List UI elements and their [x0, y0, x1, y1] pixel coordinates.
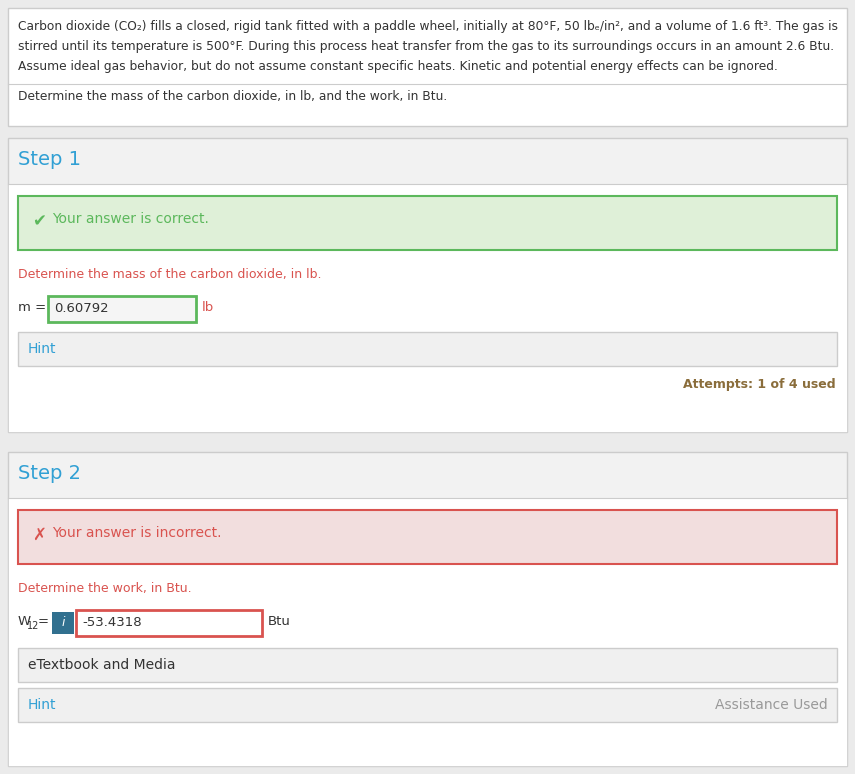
- Bar: [8, 138, 847, 432]
- Text: Btu: Btu: [268, 615, 291, 628]
- Text: Step 1: Step 1: [18, 150, 81, 169]
- Text: eTextbook and Media: eTextbook and Media: [28, 658, 175, 672]
- Bar: [76, 610, 262, 636]
- Text: W: W: [18, 615, 31, 628]
- Bar: [18, 688, 837, 722]
- Text: =: =: [38, 615, 49, 628]
- Text: Determine the mass of the carbon dioxide, in lb, and the work, in Btu.: Determine the mass of the carbon dioxide…: [18, 90, 447, 103]
- Text: stirred until its temperature is 500°F. During this process heat transfer from t: stirred until its temperature is 500°F. …: [18, 40, 834, 53]
- Text: ✗: ✗: [32, 526, 46, 544]
- Bar: [8, 498, 847, 766]
- Text: i: i: [62, 617, 65, 629]
- Bar: [8, 184, 847, 432]
- Text: 12: 12: [27, 621, 39, 631]
- Text: Your answer is incorrect.: Your answer is incorrect.: [52, 526, 221, 540]
- Bar: [18, 196, 837, 250]
- Text: Hint: Hint: [28, 698, 56, 712]
- Text: m =: m =: [18, 301, 50, 314]
- Text: Determine the work, in Btu.: Determine the work, in Btu.: [18, 582, 192, 595]
- Text: Attempts: 1 of 4 used: Attempts: 1 of 4 used: [683, 378, 836, 391]
- Bar: [18, 648, 837, 682]
- Text: 0.60792: 0.60792: [54, 302, 109, 315]
- Bar: [52, 612, 74, 634]
- Text: lb: lb: [202, 301, 215, 314]
- Bar: [18, 332, 837, 366]
- Bar: [8, 8, 847, 126]
- Bar: [18, 510, 837, 564]
- Text: Carbon dioxide (CO₂) fills a closed, rigid tank fitted with a paddle wheel, init: Carbon dioxide (CO₂) fills a closed, rig…: [18, 20, 838, 33]
- Text: Your answer is correct.: Your answer is correct.: [52, 212, 209, 226]
- Text: -53.4318: -53.4318: [82, 616, 142, 629]
- Bar: [8, 452, 847, 766]
- Text: ✔: ✔: [32, 212, 46, 230]
- Text: Hint: Hint: [28, 342, 56, 356]
- Bar: [48, 296, 196, 322]
- Text: Assume ideal gas behavior, but do not assume constant specific heats. Kinetic an: Assume ideal gas behavior, but do not as…: [18, 60, 778, 73]
- Text: Assistance Used: Assistance Used: [716, 698, 828, 712]
- Text: Step 2: Step 2: [18, 464, 81, 483]
- Text: Determine the mass of the carbon dioxide, in lb.: Determine the mass of the carbon dioxide…: [18, 268, 321, 281]
